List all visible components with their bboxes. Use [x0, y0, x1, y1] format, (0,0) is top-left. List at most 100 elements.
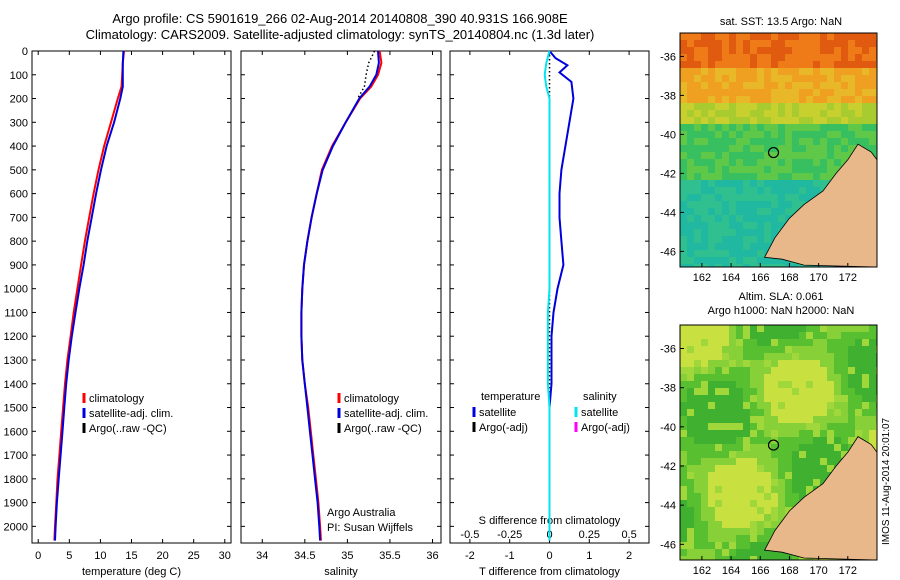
sla-map-cell [708, 395, 715, 402]
sla-map-cell [848, 339, 855, 346]
sla-map-cell [680, 437, 687, 444]
sst-map-cell [757, 222, 764, 229]
sla-map-cell [771, 549, 778, 556]
sla-map-cell [778, 423, 785, 430]
sla-map-cell [771, 346, 778, 353]
sla-map-cell [827, 395, 834, 402]
sst-map-cell [862, 89, 869, 96]
sst-map-cell [792, 124, 799, 131]
sla-map-cell [729, 395, 736, 402]
depth-tick-label: 100 [10, 70, 28, 82]
sst-map-cell [743, 82, 750, 89]
sla-map-cell [806, 346, 813, 353]
sla-map-cell [855, 367, 862, 374]
sst-map-cell [771, 89, 778, 96]
sst-map-cell [729, 89, 736, 96]
salinity-difference-tick-label: -0.25 [497, 529, 522, 541]
sla-map-cell [708, 451, 715, 458]
sla-map-cell [806, 465, 813, 472]
sla-map-cell [701, 430, 708, 437]
sst-map-cell [743, 47, 750, 54]
sla-map-cell [722, 493, 729, 500]
sst-map-cell [820, 138, 827, 145]
sla-map-cell [820, 409, 827, 416]
sst-map-cell [771, 54, 778, 61]
sst-map-cell [680, 82, 687, 89]
sla-map-cell [722, 535, 729, 542]
sla-map-cell [757, 402, 764, 409]
sla-map-cell [869, 346, 876, 353]
sst-map-cell [687, 110, 694, 117]
sst-map-cell [820, 96, 827, 103]
sst-map-cell [778, 54, 785, 61]
sla-map-cell [701, 388, 708, 395]
sla-map-cell [792, 493, 799, 500]
sla-map-cell [687, 542, 694, 549]
sst-map-cell [827, 159, 834, 166]
sla-map-cell [792, 402, 799, 409]
sla-map-cell [694, 556, 701, 560]
sst-map-cell [778, 145, 785, 152]
sla-map-cell [764, 374, 771, 381]
sla-map-cell [687, 325, 694, 332]
sst-map-cell [834, 145, 841, 152]
sst-map-cell [848, 54, 855, 61]
sla-map-cell [834, 353, 841, 360]
sst-map-cell [743, 257, 750, 264]
sla-map-cell [799, 402, 806, 409]
sla-map-cell [764, 388, 771, 395]
sst-map-cell [806, 166, 813, 173]
sla-map-cell [792, 430, 799, 437]
sla-map-cell [729, 535, 736, 542]
sst-map-cell [764, 61, 771, 68]
temperature-series-satellite-adj-clim- [54, 50, 125, 541]
sst-map-cell [785, 103, 792, 110]
sla-map-cell [750, 430, 757, 437]
sla-map-cell [701, 416, 708, 423]
sla-map-cell [813, 332, 820, 339]
sla-map-cell [687, 332, 694, 339]
sla-map-cell [785, 500, 792, 507]
sla-map-cell [764, 549, 771, 556]
sst-map-cell [771, 215, 778, 222]
sst-map-cell [708, 264, 715, 267]
sla-map-cell [764, 353, 771, 360]
sst-map-cell [813, 47, 820, 54]
sla-map-cell [778, 332, 785, 339]
sst-map-cell [834, 131, 841, 138]
sst-map-cell [750, 229, 757, 236]
sla-map-cell [729, 402, 736, 409]
sst-map-cell [757, 75, 764, 82]
temperature-legend-item-label: Argo(..raw -QC) [89, 423, 167, 435]
sla-map-cell [799, 479, 806, 486]
sst-map-cell [750, 131, 757, 138]
sla-map-xtick-label: 162 [693, 565, 711, 577]
sst-map-cell [722, 250, 729, 257]
sst-map-cell [757, 159, 764, 166]
sst-map-cell [764, 194, 771, 201]
sst-map-cell [848, 75, 855, 82]
sla-map-cell [722, 514, 729, 521]
sla-map-cell [855, 381, 862, 388]
sst-map-cell [729, 166, 736, 173]
sla-map-cell [743, 465, 750, 472]
sst-map-cell [785, 208, 792, 215]
sla-map-cell [687, 423, 694, 430]
sla-map-cell [687, 465, 694, 472]
sla-map-cell [743, 507, 750, 514]
sla-map-cell [757, 325, 764, 332]
sla-map-cell [848, 395, 855, 402]
sla-map-cell [848, 423, 855, 430]
sla-map-cell [799, 395, 806, 402]
difference-legend-salinity-title: salinity [583, 391, 617, 403]
sst-map-cell [701, 236, 708, 243]
sst-map-cell [757, 124, 764, 131]
sla-map-cell [680, 416, 687, 423]
sst-map-cell [701, 264, 708, 267]
sst-map-cell [848, 33, 855, 40]
sst-map-cell [722, 208, 729, 215]
sla-map-cell [750, 528, 757, 535]
sla-map-cell [869, 430, 876, 437]
sst-map-cell [778, 201, 785, 208]
sst-map-cell [820, 159, 827, 166]
